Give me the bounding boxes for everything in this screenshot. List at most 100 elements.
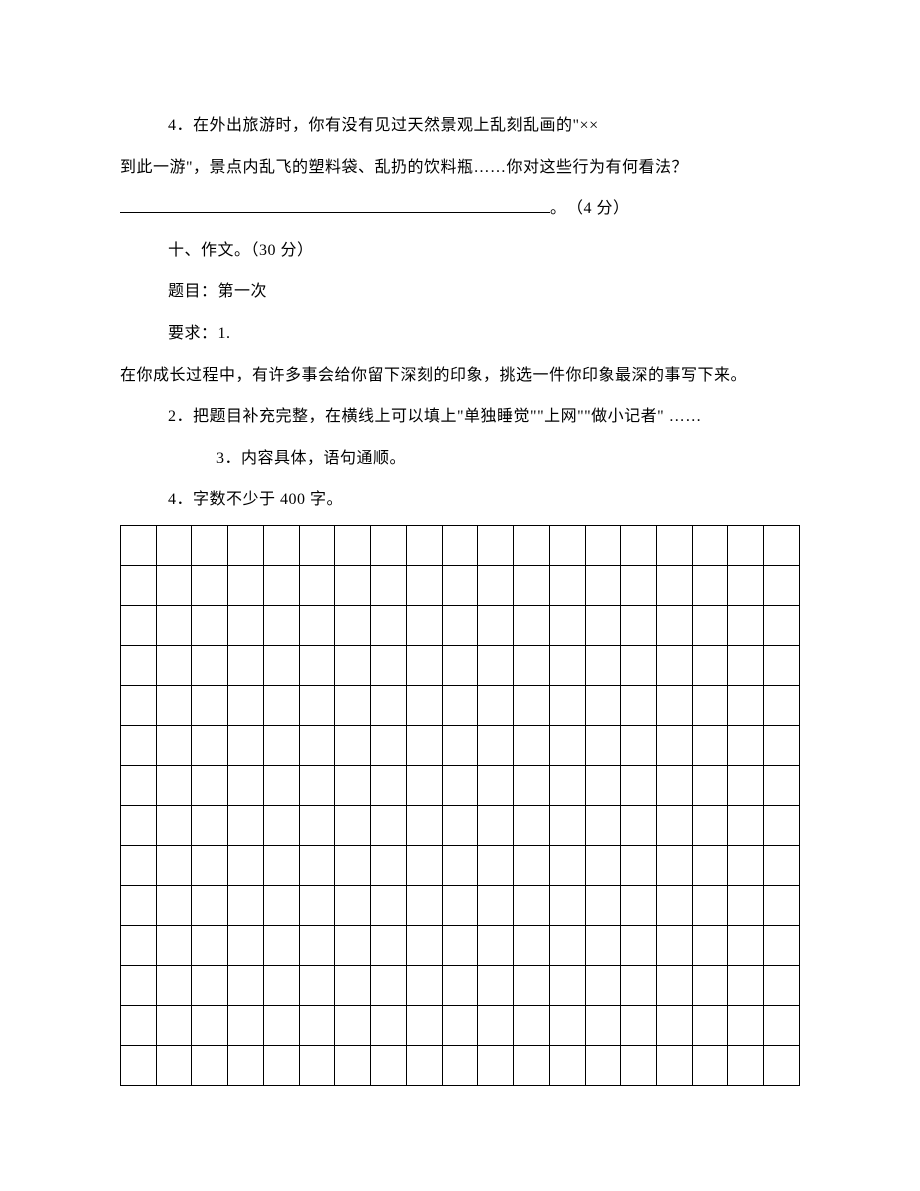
grid-cell[interactable] xyxy=(335,765,371,805)
grid-cell[interactable] xyxy=(728,685,764,725)
grid-cell[interactable] xyxy=(621,565,657,605)
grid-cell[interactable] xyxy=(406,925,442,965)
grid-cell[interactable] xyxy=(621,965,657,1005)
grid-cell[interactable] xyxy=(585,565,621,605)
grid-cell[interactable] xyxy=(585,645,621,685)
grid-cell[interactable] xyxy=(478,525,514,565)
grid-cell[interactable] xyxy=(299,805,335,845)
grid-cell[interactable] xyxy=(192,685,228,725)
grid-cell[interactable] xyxy=(514,1045,550,1085)
grid-cell[interactable] xyxy=(192,845,228,885)
grid-cell[interactable] xyxy=(406,805,442,845)
grid-cell[interactable] xyxy=(335,965,371,1005)
grid-cell[interactable] xyxy=(406,685,442,725)
grid-cell[interactable] xyxy=(299,1005,335,1045)
grid-cell[interactable] xyxy=(156,605,192,645)
grid-cell[interactable] xyxy=(156,925,192,965)
grid-cell[interactable] xyxy=(657,765,693,805)
grid-cell[interactable] xyxy=(728,845,764,885)
grid-cell[interactable] xyxy=(299,725,335,765)
grid-cell[interactable] xyxy=(657,845,693,885)
grid-cell[interactable] xyxy=(335,565,371,605)
grid-cell[interactable] xyxy=(371,685,407,725)
grid-cell[interactable] xyxy=(657,725,693,765)
grid-cell[interactable] xyxy=(192,725,228,765)
grid-cell[interactable] xyxy=(263,725,299,765)
grid-cell[interactable] xyxy=(585,1005,621,1045)
grid-cell[interactable] xyxy=(514,685,550,725)
grid-cell[interactable] xyxy=(442,1045,478,1085)
grid-cell[interactable] xyxy=(478,725,514,765)
grid-cell[interactable] xyxy=(514,645,550,685)
grid-cell[interactable] xyxy=(585,1045,621,1085)
grid-cell[interactable] xyxy=(156,1005,192,1045)
grid-cell[interactable] xyxy=(728,805,764,845)
grid-cell[interactable] xyxy=(371,725,407,765)
grid-cell[interactable] xyxy=(299,1045,335,1085)
grid-cell[interactable] xyxy=(514,525,550,565)
grid-cell[interactable] xyxy=(692,725,728,765)
grid-cell[interactable] xyxy=(585,525,621,565)
grid-cell[interactable] xyxy=(335,685,371,725)
grid-cell[interactable] xyxy=(585,925,621,965)
grid-cell[interactable] xyxy=(299,605,335,645)
grid-cell[interactable] xyxy=(371,565,407,605)
grid-cell[interactable] xyxy=(228,965,264,1005)
grid-cell[interactable] xyxy=(549,645,585,685)
grid-cell[interactable] xyxy=(442,685,478,725)
grid-cell[interactable] xyxy=(549,845,585,885)
grid-cell[interactable] xyxy=(549,805,585,845)
grid-cell[interactable] xyxy=(549,1045,585,1085)
grid-cell[interactable] xyxy=(764,885,800,925)
grid-cell[interactable] xyxy=(263,805,299,845)
grid-cell[interactable] xyxy=(228,645,264,685)
grid-cell[interactable] xyxy=(156,725,192,765)
grid-cell[interactable] xyxy=(121,845,157,885)
grid-cell[interactable] xyxy=(335,605,371,645)
grid-cell[interactable] xyxy=(335,645,371,685)
grid-cell[interactable] xyxy=(585,765,621,805)
grid-cell[interactable] xyxy=(121,645,157,685)
grid-cell[interactable] xyxy=(692,805,728,845)
grid-cell[interactable] xyxy=(764,605,800,645)
grid-cell[interactable] xyxy=(192,565,228,605)
grid-cell[interactable] xyxy=(692,1045,728,1085)
grid-cell[interactable] xyxy=(514,845,550,885)
grid-cell[interactable] xyxy=(121,885,157,925)
grid-cell[interactable] xyxy=(263,685,299,725)
grid-cell[interactable] xyxy=(728,1045,764,1085)
grid-cell[interactable] xyxy=(371,765,407,805)
grid-cell[interactable] xyxy=(406,645,442,685)
grid-cell[interactable] xyxy=(263,885,299,925)
writing-grid[interactable] xyxy=(120,525,800,1086)
grid-cell[interactable] xyxy=(514,805,550,845)
grid-cell[interactable] xyxy=(764,765,800,805)
grid-cell[interactable] xyxy=(585,685,621,725)
grid-cell[interactable] xyxy=(263,765,299,805)
grid-cell[interactable] xyxy=(692,965,728,1005)
grid-cell[interactable] xyxy=(657,1005,693,1045)
grid-cell[interactable] xyxy=(585,805,621,845)
grid-cell[interactable] xyxy=(156,565,192,605)
grid-cell[interactable] xyxy=(621,925,657,965)
grid-cell[interactable] xyxy=(156,1045,192,1085)
grid-cell[interactable] xyxy=(514,605,550,645)
grid-cell[interactable] xyxy=(657,605,693,645)
grid-cell[interactable] xyxy=(228,845,264,885)
grid-cell[interactable] xyxy=(263,525,299,565)
grid-cell[interactable] xyxy=(657,1045,693,1085)
grid-cell[interactable] xyxy=(192,805,228,845)
grid-cell[interactable] xyxy=(478,845,514,885)
grid-cell[interactable] xyxy=(371,885,407,925)
grid-cell[interactable] xyxy=(442,765,478,805)
grid-cell[interactable] xyxy=(263,605,299,645)
grid-cell[interactable] xyxy=(692,525,728,565)
grid-cell[interactable] xyxy=(657,925,693,965)
grid-cell[interactable] xyxy=(406,525,442,565)
grid-cell[interactable] xyxy=(442,525,478,565)
grid-cell[interactable] xyxy=(478,925,514,965)
q4-answer-blank[interactable] xyxy=(120,197,550,213)
grid-cell[interactable] xyxy=(299,925,335,965)
grid-cell[interactable] xyxy=(371,645,407,685)
grid-cell[interactable] xyxy=(728,1005,764,1045)
